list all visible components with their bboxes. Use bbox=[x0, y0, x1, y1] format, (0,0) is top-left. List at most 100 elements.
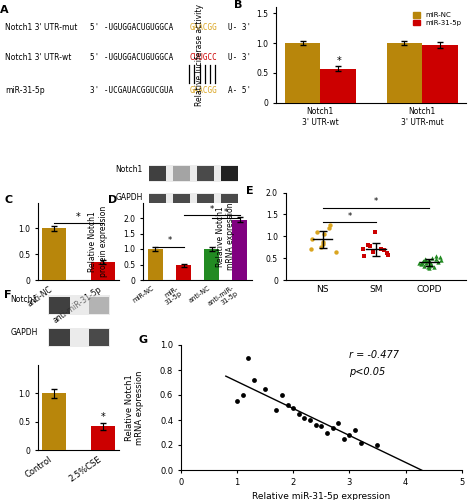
Point bbox=[273, 406, 280, 414]
Text: 3' -UCGAUACGGUCGUA: 3' -UCGAUACGGUCGUA bbox=[90, 86, 174, 95]
Text: C: C bbox=[4, 194, 12, 205]
Point bbox=[317, 422, 325, 430]
Bar bbox=[48, 328, 110, 347]
Point bbox=[250, 376, 258, 384]
Point bbox=[380, 246, 388, 254]
Point bbox=[437, 256, 445, 264]
Point bbox=[433, 252, 440, 260]
Point bbox=[245, 354, 252, 362]
Point bbox=[313, 228, 320, 236]
Point bbox=[384, 250, 391, 258]
Text: A- 5': A- 5' bbox=[228, 86, 252, 95]
Point bbox=[365, 241, 372, 249]
Bar bbox=[285, 43, 320, 102]
Bar bbox=[320, 68, 356, 102]
Text: *: * bbox=[101, 412, 106, 422]
Text: *: * bbox=[76, 212, 81, 222]
Point bbox=[233, 397, 241, 405]
Bar bbox=[221, 194, 238, 209]
Point bbox=[239, 391, 247, 399]
Point bbox=[319, 240, 327, 248]
Point bbox=[417, 260, 425, 268]
Bar bbox=[221, 166, 238, 181]
Bar bbox=[148, 249, 163, 280]
Bar bbox=[149, 194, 166, 209]
Point bbox=[323, 428, 331, 436]
Bar bbox=[232, 220, 248, 280]
Point bbox=[371, 228, 378, 236]
Text: *: * bbox=[223, 208, 228, 217]
Bar bbox=[89, 328, 109, 346]
Point bbox=[307, 244, 315, 252]
Point bbox=[436, 253, 444, 261]
Point bbox=[278, 391, 286, 399]
Text: GAACGG: GAACGG bbox=[189, 86, 217, 95]
Bar bbox=[387, 43, 422, 102]
Bar bbox=[50, 328, 69, 346]
Point bbox=[357, 438, 365, 446]
Text: F: F bbox=[3, 290, 11, 300]
Y-axis label: Relative luciferase activity: Relative luciferase activity bbox=[195, 4, 204, 106]
Bar bbox=[149, 165, 238, 182]
Point bbox=[325, 224, 333, 232]
Point bbox=[361, 252, 368, 260]
Bar bbox=[149, 166, 166, 181]
Text: E: E bbox=[246, 186, 253, 196]
Point bbox=[320, 230, 327, 238]
Point bbox=[377, 244, 385, 252]
Text: A: A bbox=[0, 5, 9, 15]
Bar bbox=[173, 194, 190, 209]
Bar bbox=[48, 296, 110, 315]
Text: *: * bbox=[374, 197, 378, 206]
Point bbox=[425, 257, 432, 265]
Text: *: * bbox=[347, 212, 352, 220]
Point bbox=[426, 260, 434, 268]
Text: D: D bbox=[108, 194, 117, 205]
Text: GAPDH: GAPDH bbox=[10, 328, 38, 337]
Y-axis label: Relative Notch1
mRNA expression: Relative Notch1 mRNA expression bbox=[216, 202, 235, 270]
Text: *: * bbox=[168, 236, 172, 246]
Text: G: G bbox=[139, 335, 148, 345]
Point bbox=[340, 434, 347, 443]
Y-axis label: Relative Notch1
protein expression: Relative Notch1 protein expression bbox=[89, 206, 108, 277]
Point bbox=[359, 246, 367, 254]
Legend: miR-NC, miR-31-5p: miR-NC, miR-31-5p bbox=[412, 11, 463, 28]
Text: U- 3': U- 3' bbox=[228, 22, 252, 32]
Text: *: * bbox=[209, 204, 214, 214]
Point bbox=[284, 401, 291, 409]
Y-axis label: Relative Notch1
mRNA expression: Relative Notch1 mRNA expression bbox=[125, 370, 144, 445]
Text: B: B bbox=[234, 0, 243, 10]
Bar bbox=[42, 228, 66, 280]
Text: GAACGG: GAACGG bbox=[189, 22, 217, 32]
Point bbox=[306, 416, 314, 424]
Bar bbox=[89, 296, 109, 314]
Text: r = -0.477: r = -0.477 bbox=[349, 350, 399, 360]
Text: miR-31-5p: miR-31-5p bbox=[5, 86, 44, 95]
Bar bbox=[91, 262, 115, 280]
Point bbox=[420, 262, 428, 270]
Text: Notch1: Notch1 bbox=[10, 295, 38, 304]
Bar bbox=[149, 193, 238, 210]
Text: Notch1 3' UTR-wt: Notch1 3' UTR-wt bbox=[5, 53, 71, 62]
Text: Notch1 3' UTR-mut: Notch1 3' UTR-mut bbox=[5, 22, 77, 32]
Text: 5' -UGUGGACUGUGGCA: 5' -UGUGGACUGUGGCA bbox=[90, 53, 174, 62]
Bar bbox=[422, 45, 458, 102]
Point bbox=[418, 258, 426, 266]
Point bbox=[422, 256, 429, 264]
Point bbox=[422, 259, 429, 267]
Bar bbox=[42, 394, 66, 450]
Point bbox=[367, 242, 374, 250]
Point bbox=[332, 248, 339, 256]
Point bbox=[419, 257, 427, 265]
Point bbox=[430, 263, 437, 271]
Bar bbox=[91, 426, 115, 450]
Point bbox=[427, 260, 435, 268]
Point bbox=[261, 385, 269, 393]
Point bbox=[346, 431, 353, 439]
Point bbox=[295, 410, 303, 418]
Point bbox=[428, 254, 436, 262]
Bar bbox=[173, 166, 190, 181]
Point bbox=[374, 441, 381, 449]
Point bbox=[369, 248, 377, 256]
Text: GAPDH: GAPDH bbox=[116, 194, 143, 202]
